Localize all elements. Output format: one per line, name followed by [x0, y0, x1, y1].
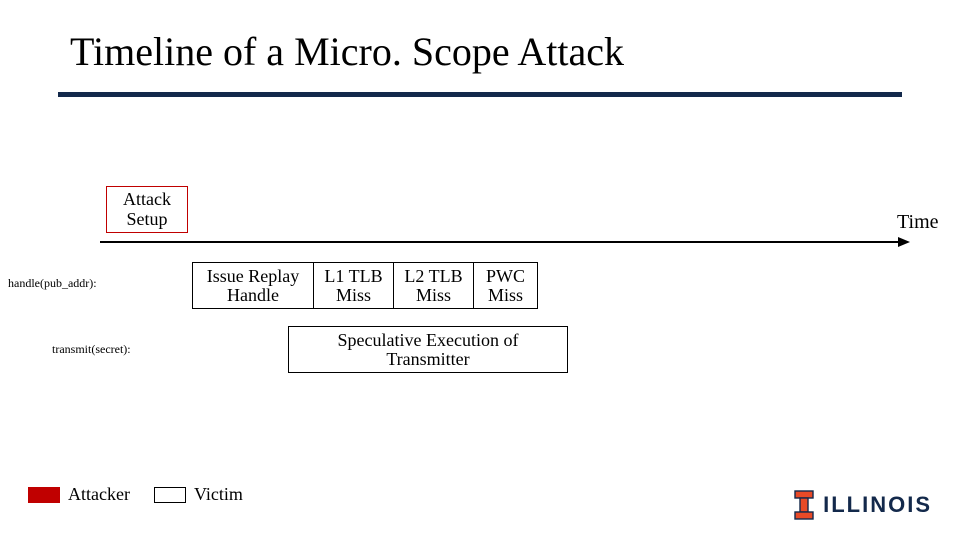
timeline-line — [100, 241, 898, 243]
legend-item-victim: Victim — [154, 484, 243, 505]
attack-setup-box: AttackSetup — [106, 186, 188, 233]
step-label: L2 TLBMiss — [404, 267, 462, 305]
speculative-execution-box: Speculative Execution ofTransmitter — [288, 326, 568, 373]
legend-label-attacker: Attacker — [68, 484, 130, 505]
time-axis-label: Time — [897, 211, 939, 234]
legend-label-victim: Victim — [194, 484, 243, 505]
step-label: PWCMiss — [486, 267, 525, 305]
spec-box-label: Speculative Execution ofTransmitter — [338, 331, 519, 369]
attack-setup-label: AttackSetup — [123, 190, 171, 230]
step-l2-tlb-miss: L2 TLBMiss — [394, 262, 474, 309]
page-title: Timeline of a Micro. Scope Attack — [70, 28, 624, 75]
timeline-arrow — [100, 237, 910, 247]
illinois-block-i-icon — [793, 490, 815, 520]
illinois-logo: ILLINOIS — [793, 490, 932, 520]
legend-item-attacker: Attacker — [28, 484, 130, 505]
swatch-victim — [154, 487, 186, 503]
swatch-attacker — [28, 487, 60, 503]
handle-steps-row: Issue ReplayHandle L1 TLBMiss L2 TLBMiss… — [192, 262, 538, 309]
row-label-handle: handle(pub_addr): — [8, 276, 97, 291]
legend: Attacker Victim — [28, 484, 243, 505]
step-l1-tlb-miss: L1 TLBMiss — [314, 262, 394, 309]
timeline-arrowhead — [898, 237, 910, 247]
step-pwc-miss: PWCMiss — [474, 262, 538, 309]
slide: Timeline of a Micro. Scope Attack Attack… — [0, 0, 960, 540]
illinois-wordmark: ILLINOIS — [823, 492, 932, 518]
title-rule — [58, 92, 902, 97]
step-issue-replay-handle: Issue ReplayHandle — [192, 262, 314, 309]
step-label: Issue ReplayHandle — [207, 267, 299, 305]
step-label: L1 TLBMiss — [324, 267, 382, 305]
row-label-transmit: transmit(secret): — [52, 342, 131, 357]
